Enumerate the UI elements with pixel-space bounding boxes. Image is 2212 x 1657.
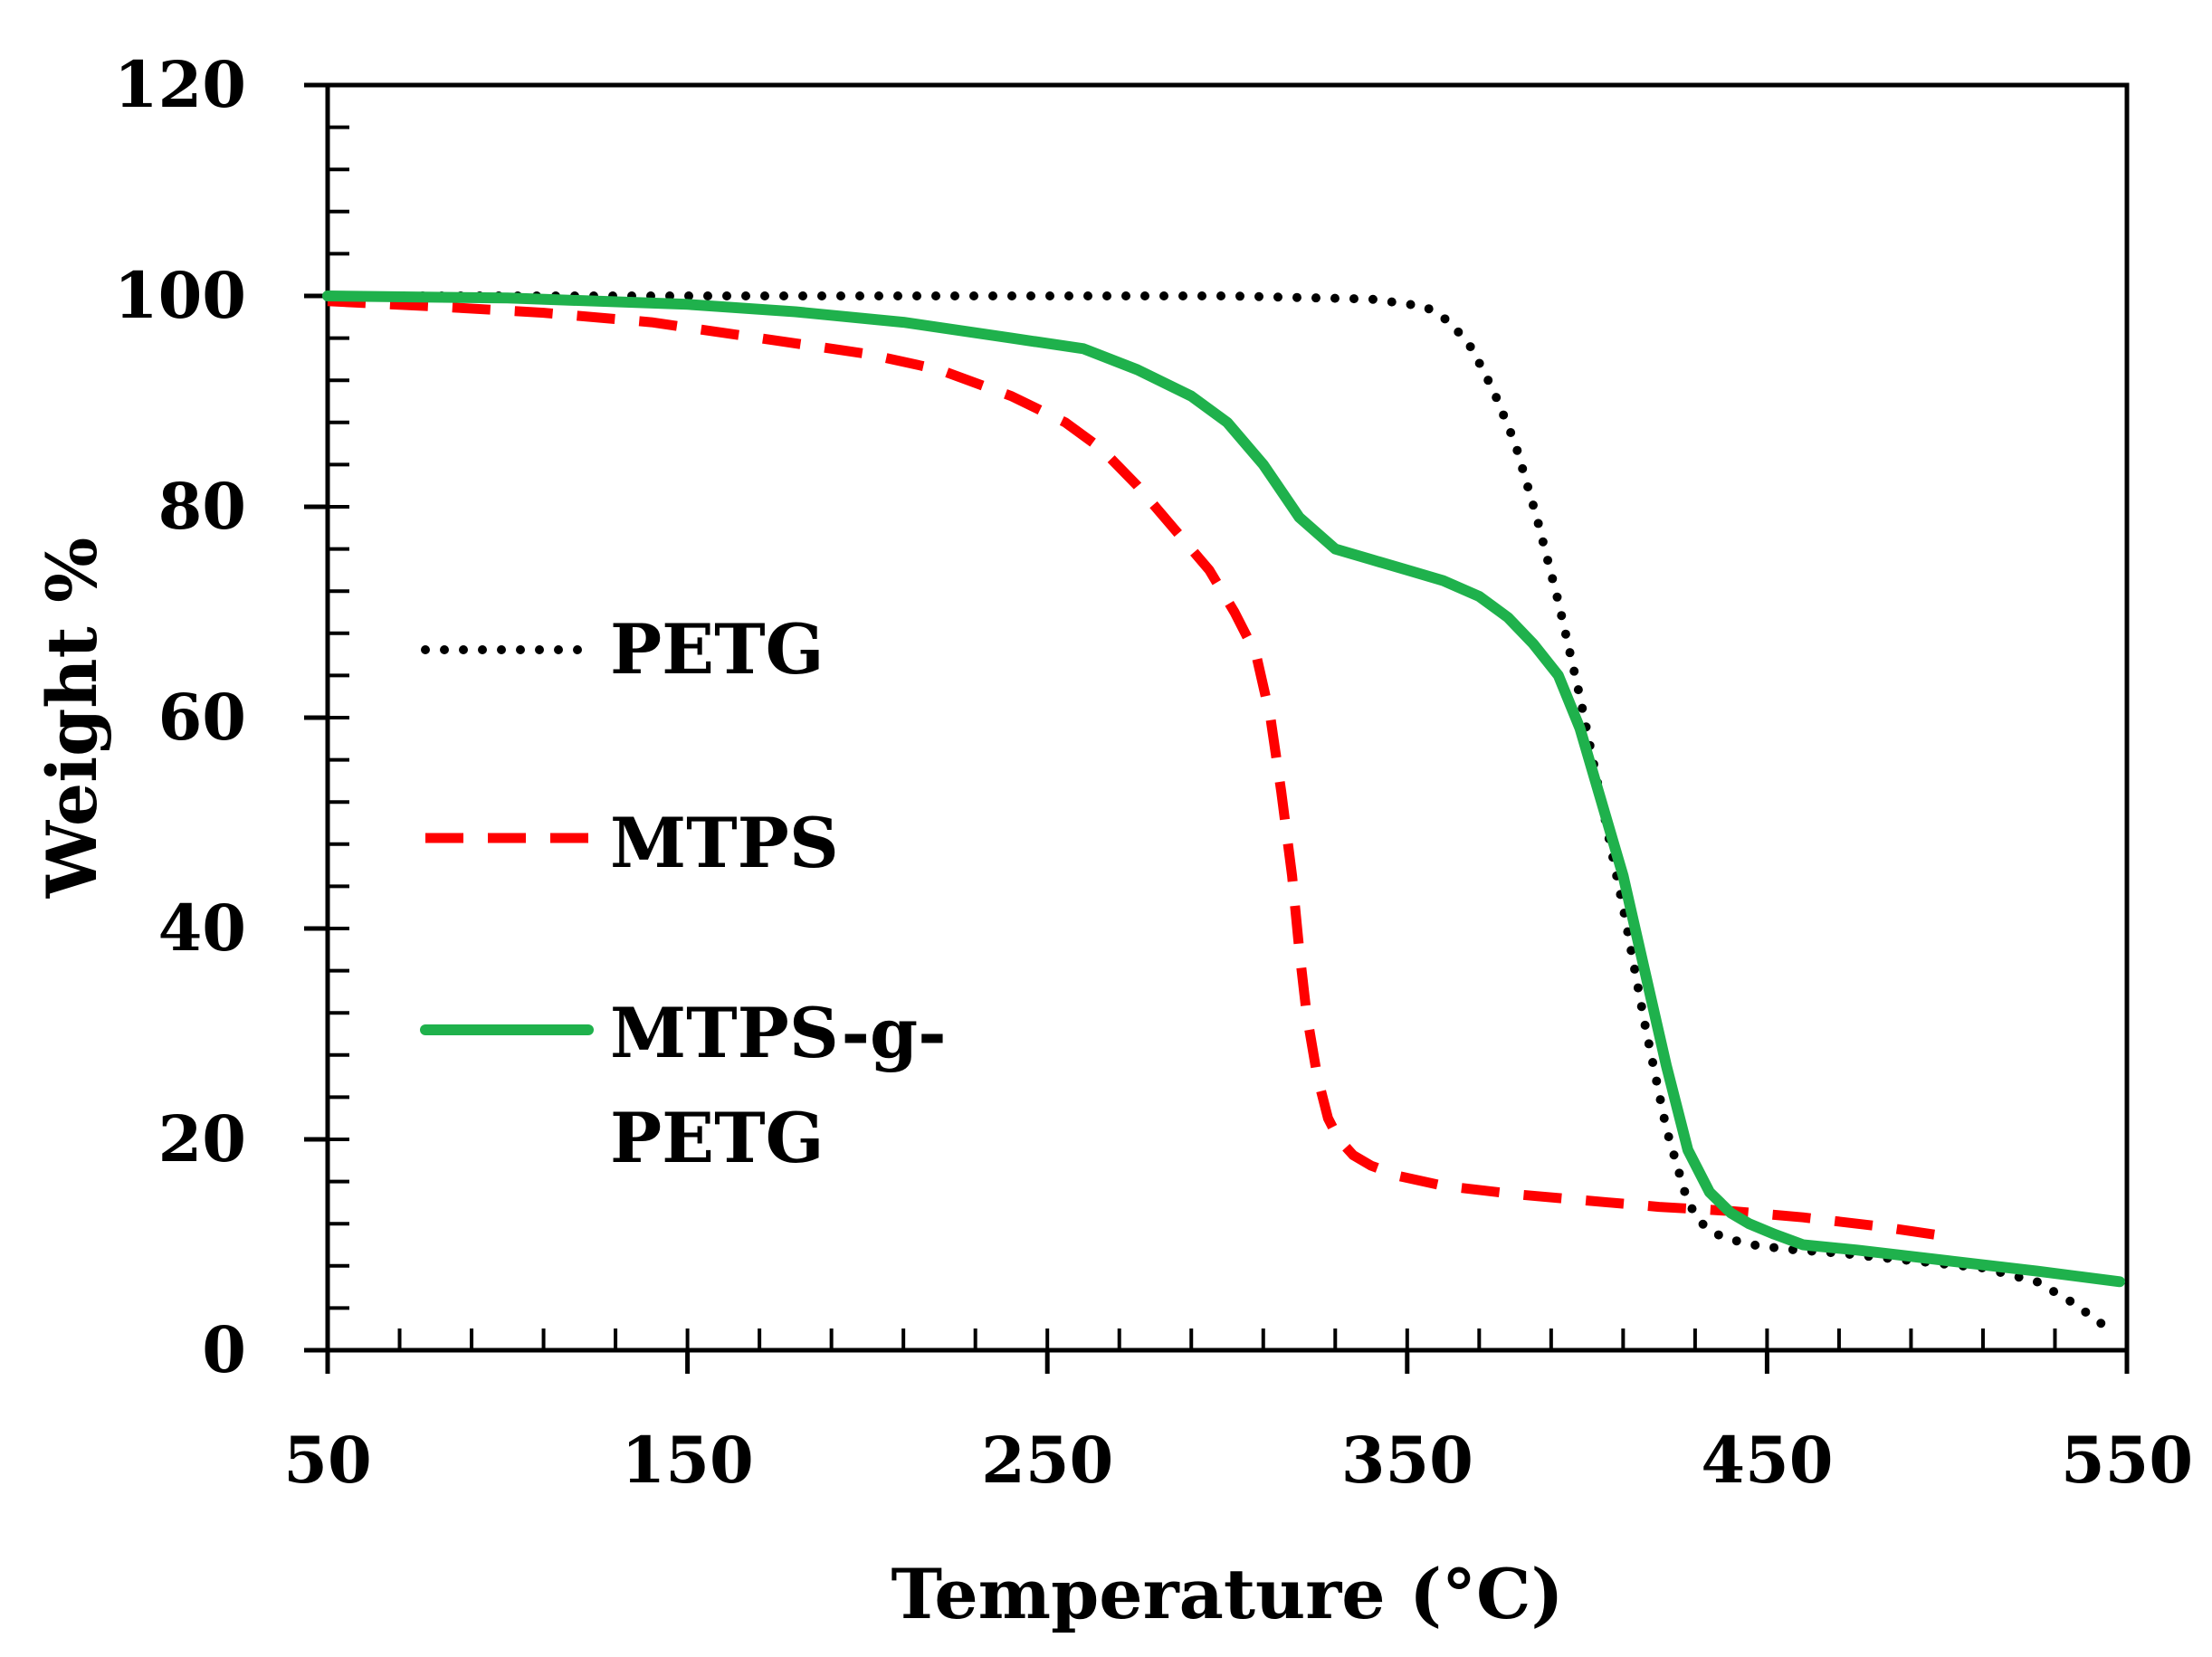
legend-label-mtps-g-petg: MTPS-g- bbox=[610, 993, 947, 1073]
y-tick-labels: 0 20 40 60 80 100 120 bbox=[114, 47, 246, 1387]
series-line-mtps bbox=[327, 296, 1949, 1242]
y-tick-label: 60 bbox=[158, 680, 246, 755]
x-tick-label: 450 bbox=[1701, 1423, 1833, 1498]
y-axis-title: Weight % bbox=[32, 538, 112, 900]
minor-ticks bbox=[304, 82, 2130, 1374]
y-tick-label: 20 bbox=[158, 1101, 246, 1176]
x-tick-label: 50 bbox=[283, 1423, 371, 1498]
series-line-mtps-g-petg bbox=[322, 290, 2125, 1288]
legend-label-petg: PETG bbox=[610, 609, 825, 690]
legend-label-mtps: MTPS bbox=[610, 803, 839, 883]
series-line-petg bbox=[323, 291, 2114, 1334]
x-tick-label: 550 bbox=[2061, 1423, 2193, 1498]
x-tick-labels: 50 150 250 350 450 550 bbox=[283, 1423, 2193, 1498]
x-tick-label: 150 bbox=[622, 1423, 754, 1498]
legend-label-mtps-g-petg: PETG bbox=[610, 1098, 825, 1178]
legend: PETG MTPS MTPS-g- PETG bbox=[420, 609, 947, 1178]
y-tick-label: 40 bbox=[158, 890, 246, 966]
x-tick-label: 250 bbox=[981, 1423, 1113, 1498]
y-tick-label: 100 bbox=[114, 258, 246, 333]
x-tick-label: 350 bbox=[1341, 1423, 1473, 1498]
y-tick-label: 0 bbox=[202, 1312, 246, 1387]
plot-frame bbox=[325, 82, 2130, 1353]
series-lines bbox=[322, 290, 2125, 1334]
y-tick-label: 80 bbox=[158, 469, 246, 544]
y-tick-label: 120 bbox=[114, 47, 246, 122]
x-axis-title: Temperature (°C) bbox=[891, 1554, 1563, 1634]
